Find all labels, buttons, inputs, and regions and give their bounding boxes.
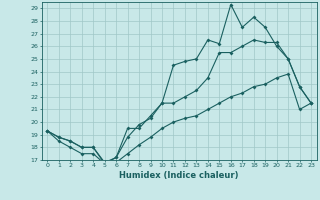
X-axis label: Humidex (Indice chaleur): Humidex (Indice chaleur) <box>119 171 239 180</box>
